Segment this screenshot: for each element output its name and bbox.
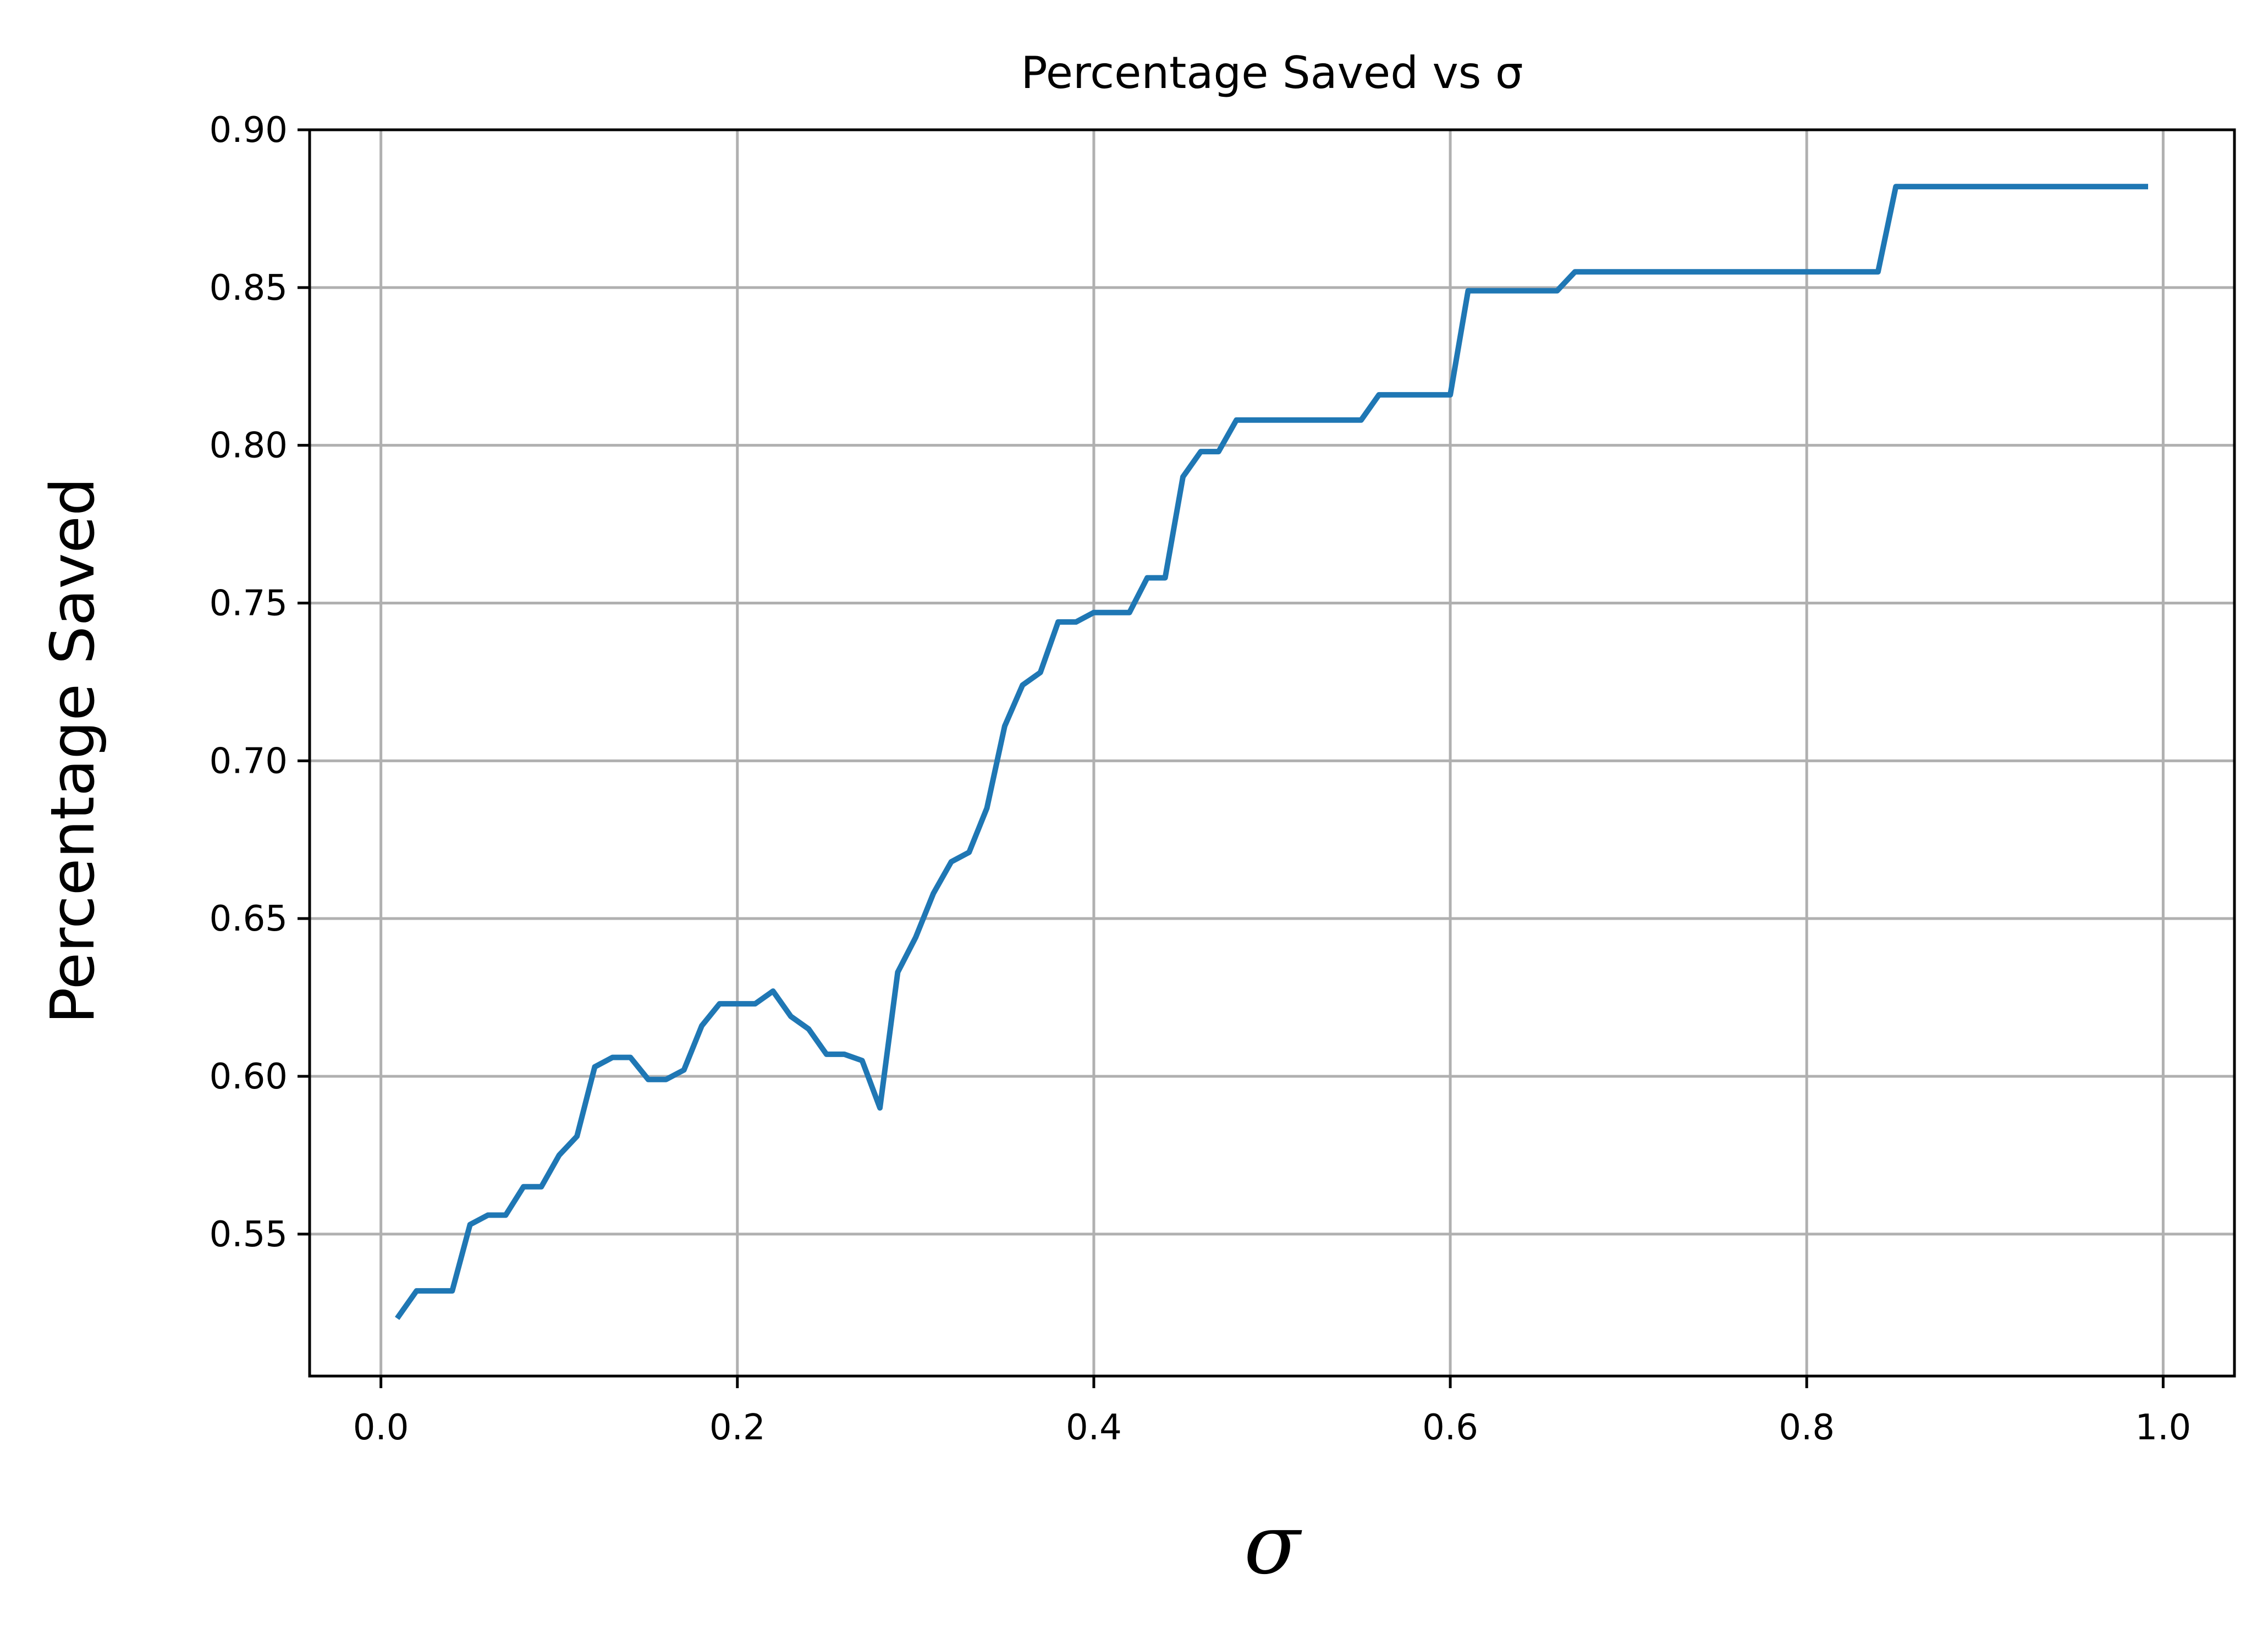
x-tick-label: 0.4 <box>1066 1407 1122 1448</box>
y-axis-label: Percentage Saved <box>37 477 108 1024</box>
y-tick-label: 0.80 <box>210 426 288 466</box>
y-tick-label: 0.85 <box>210 268 288 309</box>
y-tick-label: 0.60 <box>210 1057 288 1097</box>
x-tick-label: 0.2 <box>709 1407 766 1448</box>
y-tick-label: 0.75 <box>210 584 288 624</box>
y-tick-label: 0.65 <box>210 899 288 939</box>
x-tick-label: 0.8 <box>1779 1407 1835 1448</box>
series-layer <box>395 184 2148 1320</box>
x-tick-label: 0.0 <box>353 1407 409 1448</box>
y-tick-label: 0.70 <box>210 741 288 782</box>
y-tick-label: 0.55 <box>210 1214 288 1255</box>
x-tick-label: 1.0 <box>2135 1407 2191 1448</box>
y-tick-label: 0.90 <box>210 110 288 151</box>
axes-frame <box>308 128 2236 1378</box>
chart-title: Percentage Saved vs σ <box>1021 47 1523 98</box>
x-axis-label: σ <box>1244 1497 1302 1593</box>
ticks: 0.0 0.2 0.4 0.6 0.8 1.0 0.55 0.60 0.65 0.70 0.75 0.… <box>210 110 2192 1448</box>
x-tick-label: 0.6 <box>1422 1407 1478 1448</box>
series-line <box>395 184 2148 1320</box>
